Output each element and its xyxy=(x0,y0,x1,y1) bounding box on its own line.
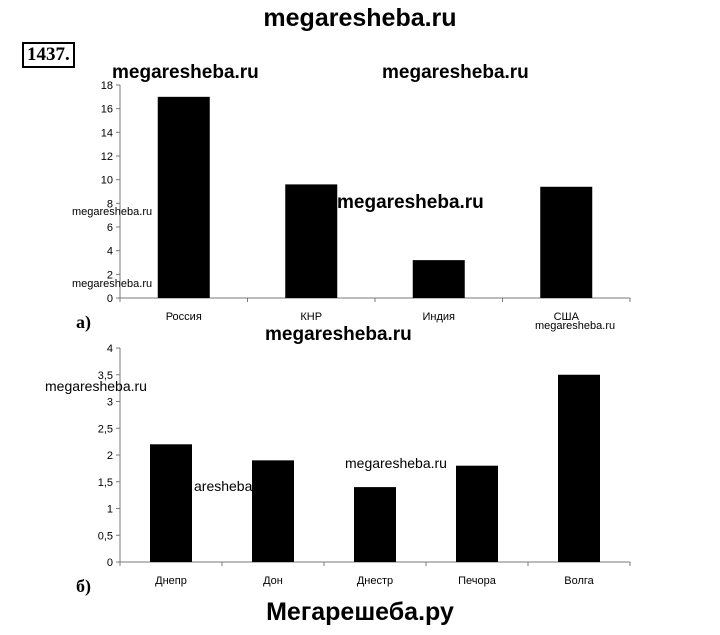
chart-a-category-label: Индия xyxy=(422,311,455,323)
chart-b-category-label: Печора xyxy=(458,575,497,587)
chart-b-category-label: Дон xyxy=(263,575,283,587)
chart-a-y-tick-label: 14 xyxy=(101,127,113,139)
watermark-bottom: Мегарешеба.ру xyxy=(266,598,454,626)
chart-a-bar-1 xyxy=(157,96,210,298)
chart-a-bar-2 xyxy=(285,184,338,298)
part-label-b: б) xyxy=(76,576,91,596)
chart-a-y-tick-label: 2 xyxy=(107,269,113,281)
watermark-top: megaresheba.ru xyxy=(263,4,457,32)
chart-b-category-label: Днестр xyxy=(357,575,393,587)
chart-a-bar-3 xyxy=(412,260,465,298)
chart-a-category-label: КНР xyxy=(300,311,322,323)
chart-b-y-tick-label: 4 xyxy=(107,343,113,355)
chart-a-y-tick-label: 0 xyxy=(107,293,113,305)
chart-b-bar-3 xyxy=(354,487,396,562)
watermark-1: megaresheba.ru xyxy=(112,62,259,83)
chart-b-bar-4 xyxy=(456,465,498,562)
chart-b-y-tick-label: 2,5 xyxy=(98,423,113,435)
watermark-9: megaresheba.ru xyxy=(345,455,447,471)
chart-a-y-tick-label: 16 xyxy=(101,104,113,116)
watermark-3: megaresheba.ru xyxy=(72,206,153,218)
chart-b-category-label: Днепр xyxy=(155,575,187,587)
chart-b-y-tick-label: 1 xyxy=(107,504,113,516)
watermark-5: megaresheba.ru xyxy=(72,278,153,290)
watermark-2: megaresheba.ru xyxy=(382,62,529,83)
chart-a-y-tick-label: 8 xyxy=(107,198,113,210)
chart-b-y-tick-label: 0,5 xyxy=(98,530,113,542)
part-label-a: а) xyxy=(76,312,91,332)
chart-a-bar-4 xyxy=(540,186,593,298)
watermark-7: megaresheba.ru xyxy=(265,324,412,345)
chart-a-category-label: США xyxy=(554,311,580,323)
chart-a-y-tick-label: 6 xyxy=(107,222,113,234)
chart-a-category-label: Россия xyxy=(166,311,202,323)
watermark-6: megaresheba.ru xyxy=(535,320,616,332)
problem-number: 1437. xyxy=(22,42,75,68)
chart-b-y-tick-label: 0 xyxy=(107,557,113,569)
chart-b-category-label: Волга xyxy=(564,575,594,587)
watermark-10: aresheba xyxy=(194,478,253,494)
chart-b-bar-5 xyxy=(558,374,600,562)
chart-b-bar-1 xyxy=(150,444,192,562)
chart-b-y-tick-label: 2 xyxy=(107,450,113,462)
chart-b-bar-2 xyxy=(252,460,294,562)
chart-b-y-tick-label: 3 xyxy=(107,397,113,409)
chart-a-y-tick-label: 18 xyxy=(101,80,113,92)
chart-b-y-tick-label: 1,5 xyxy=(98,477,113,489)
watermark-8: megaresheba.ru xyxy=(45,378,147,394)
chart-a-y-tick-label: 12 xyxy=(101,151,113,163)
chart-a-y-tick-label: 10 xyxy=(101,175,113,187)
watermark-4: megaresheba.ru xyxy=(337,192,484,213)
chart-a-y-tick-label: 4 xyxy=(107,246,113,258)
chart-b-y-tick-label: 3,5 xyxy=(98,370,113,382)
